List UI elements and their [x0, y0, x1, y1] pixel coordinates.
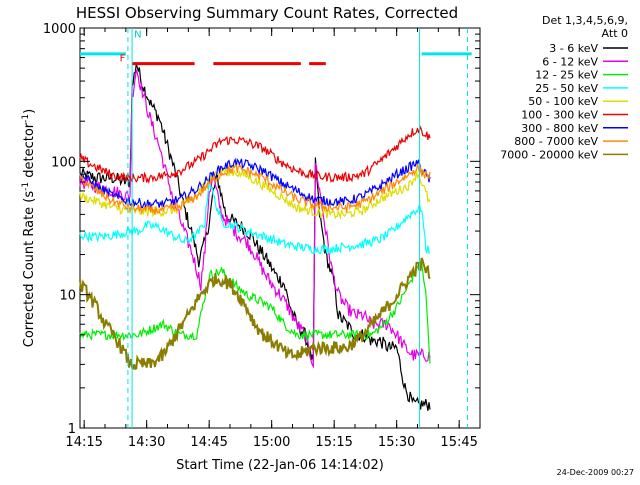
flag-label-f: F [120, 54, 126, 65]
series-line-4 [79, 166, 431, 220]
series-line-7 [79, 163, 431, 215]
x-axis-label: Start Time (22-Jan-06 14:14:02) [176, 458, 384, 473]
date-stamp: 24-Dec-2009 00:27 [557, 468, 634, 477]
series-line-0 [79, 64, 431, 411]
y-axis-label-mid: detector [22, 122, 37, 182]
legend-label-3: 25 - 50 keV [535, 82, 598, 95]
y-tick-label-1: 10 [59, 289, 76, 304]
y-tick-label-0: 1 [68, 422, 76, 437]
x-tick-label-2: 14:45 [190, 435, 227, 450]
series-5 [79, 125, 431, 185]
plot-frame [79, 27, 481, 429]
y-axis-label-end: ) [22, 109, 37, 114]
legend-header-line-2: Att 0 [602, 27, 628, 40]
y-tick-label-2: 100 [51, 155, 76, 170]
y-tick-label-3: 1000 [43, 22, 76, 37]
series-line-3 [79, 177, 431, 255]
legend-label-6: 300 - 800 keV [521, 122, 598, 135]
series-6 [79, 157, 431, 209]
x-tick-label-6: 15:45 [440, 435, 477, 450]
flag-label-n: N [134, 29, 141, 40]
axis-layer: 14:15 14:30 14:45 15:00 15:15 15:30 15:45 1 10 10… [43, 22, 481, 450]
x-tick-label-0: 14:15 [65, 435, 102, 450]
series-line-8 [79, 257, 431, 371]
series-4 [79, 166, 431, 220]
series-layer [79, 64, 431, 411]
y-axis-label-main: Corrected Count Rate (s [22, 191, 37, 348]
series-line-2 [79, 260, 431, 364]
x-tick-label-1: 14:30 [128, 435, 165, 450]
legend-label-8: 7000 - 20000 keV [500, 148, 598, 161]
series-7 [79, 163, 431, 215]
chart-title: HESSI Observing Summary Count Rates, Cor… [76, 4, 458, 22]
legend-label-5: 100 - 300 keV [521, 109, 598, 122]
overlay-layer: FN [80, 28, 472, 428]
legend-label-7: 800 - 7000 keV [514, 135, 598, 148]
series-0 [79, 64, 431, 411]
series-line-5 [79, 125, 431, 185]
y-axis-label-sup1: -1 [21, 182, 31, 191]
legend-label-1: 6 - 12 keV [542, 55, 598, 68]
legend-header-line-1: Det 1,3,4,5,6,9, [542, 14, 628, 27]
series-8 [79, 257, 431, 371]
legend-label-4: 50 - 100 keV [528, 95, 598, 108]
series-3 [79, 177, 431, 255]
x-tick-label-4: 15:15 [315, 435, 352, 450]
series-2 [79, 260, 431, 364]
y-axis-label-sup2: -1 [21, 114, 31, 123]
x-tick-label-3: 15:00 [253, 435, 290, 450]
legend-label-2: 12 - 25 keV [535, 69, 598, 82]
legend-label-0: 3 - 6 keV [549, 42, 598, 55]
x-tick-label-5: 15:30 [378, 435, 415, 450]
series-line-6 [79, 157, 431, 209]
y-axis-label: Corrected Count Rate (s-1 detector-1) [21, 109, 37, 347]
